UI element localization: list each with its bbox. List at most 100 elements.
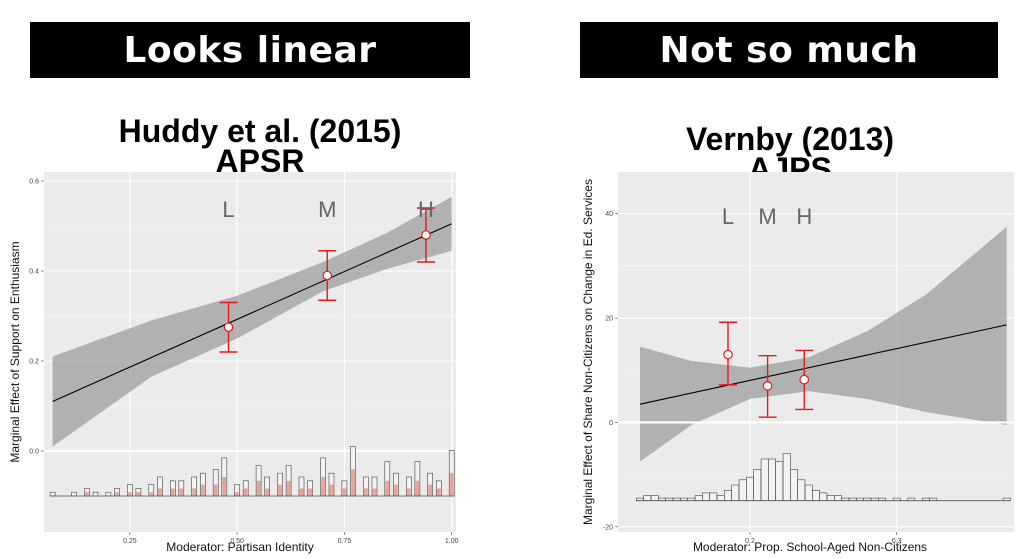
chart2-histogram-bar [834, 495, 842, 501]
chart2-bin-point-M [762, 381, 773, 391]
chart1-histogram-treated-bar [222, 477, 227, 496]
chart1-histogram-treated-bar [265, 488, 270, 496]
chart2-histogram-bar [738, 479, 747, 501]
chart1-x-tick-label: 1.00 [445, 538, 459, 545]
chart2-histogram-bar [709, 492, 718, 501]
chart1-histogram-treated-bar [428, 484, 433, 496]
chart1-histogram-treated-bar [170, 488, 175, 496]
chart1-histogram-treated-bar [299, 488, 304, 496]
chart1-histogram-treated-bar [179, 488, 184, 496]
chart1-histogram-treated-bar [127, 492, 132, 496]
chart2-histogram-bar [812, 489, 820, 501]
chart1-histogram-treated-bar [406, 488, 411, 496]
chart1-histogram-treated-bar [364, 488, 368, 496]
chart1-histogram-treated-bar [136, 492, 141, 496]
chart2-histogram-bar [724, 489, 732, 501]
chart2-histogram-bar [731, 484, 740, 501]
chart2-histogram-bar [790, 469, 798, 501]
chart1-histogram-bar [49, 491, 56, 497]
chart1-y-tick-label: 0.4 [29, 269, 39, 276]
chart2-bin-label-M: M [758, 204, 776, 229]
chart2-histogram-bar [716, 495, 725, 501]
chart1-histogram-treated-bar [351, 469, 355, 496]
chart1-y-tick-label: 0.0 [29, 449, 39, 456]
chart2-histogram-bar [797, 479, 806, 501]
chart1-histogram-treated-bar [449, 473, 454, 496]
chart2-bin-label-L: L [722, 204, 734, 229]
chart1-bin-point-L [223, 322, 234, 333]
chart1-bin-label-M: M [318, 197, 336, 222]
chart1-histogram-treated-bar [235, 492, 239, 496]
chart2-histogram-bar [746, 476, 754, 502]
chart-title-left-line2: APSR [215, 143, 305, 179]
chart2-x-tick-label: 0.2 [745, 538, 755, 545]
chart2-x-axis-title: Moderator: Prop. School-Aged Non-Citizen… [693, 540, 927, 554]
chart2-histogram-bar [775, 461, 784, 502]
chart2-histogram-bar [768, 458, 776, 502]
chart2-y-axis-title: Marginal Effect of Share Non-Citizens on… [581, 179, 595, 525]
chart1-confidence-band [52, 196, 452, 447]
chart1-histogram-treated-bar [415, 480, 420, 496]
chart2-histogram-bar [826, 495, 835, 501]
chart1-histogram-treated-bar [308, 488, 312, 496]
chart2-bin-label-H: H [796, 204, 812, 229]
chart1-histogram-treated-bar [436, 488, 441, 496]
banner-left: Looks linear [30, 22, 470, 78]
chart2-histogram-bar [694, 495, 703, 501]
chart2-bin-point-L [723, 349, 733, 360]
chart1-x-tick-label: 0.50 [230, 538, 244, 545]
chart2-histogram-bar [650, 495, 659, 501]
chart2-confidence-band [640, 226, 1007, 462]
chart2-x-tick-label: 0.3 [892, 538, 902, 545]
chart1-histogram-treated-bar [342, 488, 347, 496]
chart1-histogram-treated-bar [321, 477, 325, 496]
chart1-histogram-treated-bar [243, 488, 248, 496]
chart2-y-tick-label: 20 [605, 316, 613, 323]
chart-title-left: Huddy et al. (2015) APSR [60, 113, 460, 179]
chart1-histogram-treated-bar [256, 480, 261, 496]
chart1-x-axis-title: Moderator: Partisan Identity [166, 540, 313, 554]
chart2-y-tick-label: 0 [609, 420, 613, 427]
chart1-histogram-bar [105, 491, 112, 497]
chart2-bin-point-H [799, 374, 810, 385]
banner-right: Not so much [580, 22, 998, 78]
chart1-fit-line [52, 223, 452, 403]
chart1-y-axis-title: Marginal Effect of Support on Enthusiasm [8, 241, 22, 462]
chart2-histogram-bar [753, 469, 762, 501]
chart1-histogram-treated-bar [329, 484, 334, 496]
chart1-y-tick-label: 0.2 [29, 359, 39, 366]
chart2-histogram-bar [760, 458, 769, 502]
chart1-bin-label-L: L [222, 197, 234, 222]
chart2-y-tick-label: 40 [605, 211, 613, 218]
chart1-histogram-bar [92, 491, 99, 497]
chart1-bin-point-M [322, 270, 333, 281]
chart1-bin-point-H [421, 230, 431, 240]
chart1-histogram-treated-bar [149, 492, 154, 496]
chart2-histogram-bar [819, 492, 828, 501]
chart1-histogram-treated-bar [278, 484, 282, 496]
chart1-x-tick-label: 0.25 [123, 538, 137, 545]
chart-title-right-line1: Vernby (2013) [685, 121, 895, 157]
chart1-histogram-treated-bar [286, 480, 291, 496]
chart1-histogram-treated-bar [115, 492, 119, 496]
chart2-histogram-bar [702, 492, 710, 501]
chart2-histogram-bar [804, 484, 813, 501]
chart-title-left-line1: Huddy et al. (2015) [118, 113, 402, 149]
chart2-y-tick-label: -20 [603, 524, 613, 531]
chart1-histogram-treated-bar [385, 480, 390, 496]
chart1-y-tick-label: 0.6 [29, 179, 39, 186]
chart1-x-tick-label: 0.75 [338, 538, 352, 545]
chart1-histogram-bar [71, 491, 77, 497]
chart1-histogram-treated-bar [213, 484, 218, 496]
chart1-histogram-treated-bar [372, 488, 377, 496]
chart2-fit-line [639, 324, 1007, 405]
chart1-histogram-treated-bar [394, 484, 398, 496]
chart1-histogram-treated-bar [85, 492, 89, 496]
chart1-histogram-treated-bar [192, 488, 197, 496]
chart1-bin-label-H: H [418, 197, 434, 222]
chart1-histogram-treated-bar [200, 484, 205, 496]
chart1-histogram-treated-bar [158, 488, 162, 496]
chart2-histogram-bar [643, 495, 652, 501]
chart2-histogram-bar [782, 453, 791, 502]
